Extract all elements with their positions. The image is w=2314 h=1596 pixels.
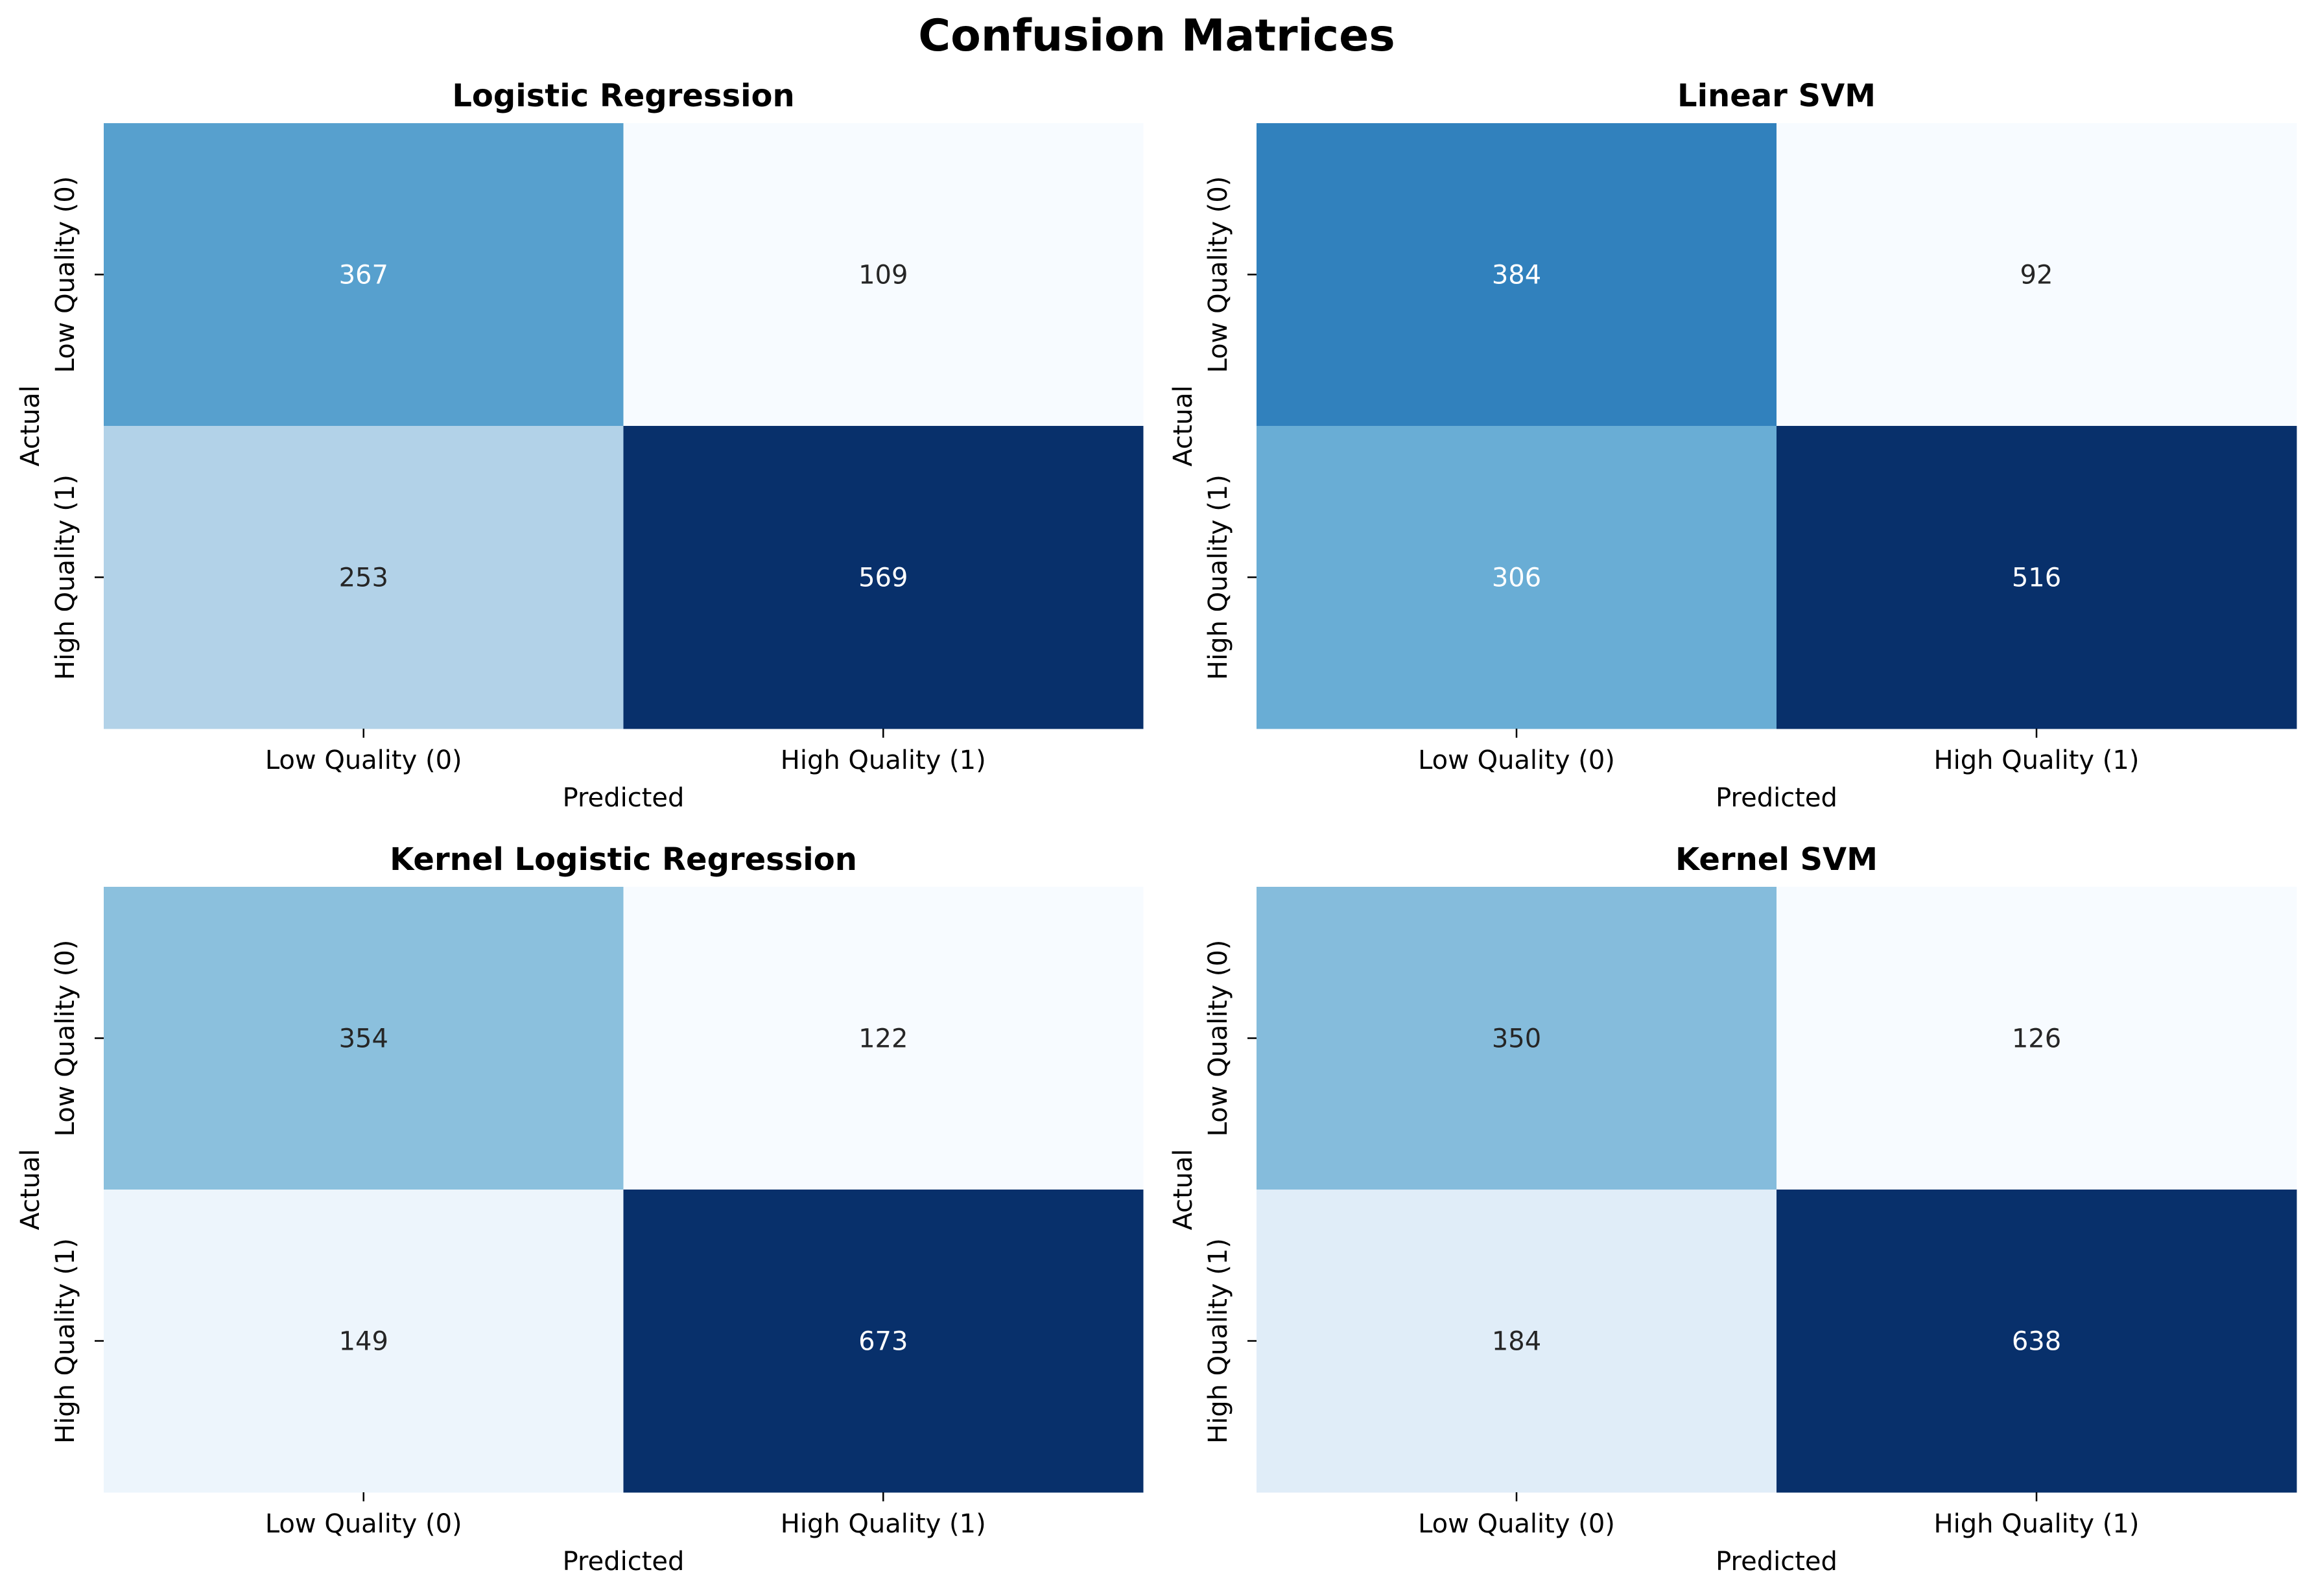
heatmap-panel-kernel-logistic-regression: Kernel Logistic Regression 354 122 149 673 Lo… — [16, 841, 1144, 1577]
x-axis-label: Predicted — [563, 783, 685, 813]
cell-value-label: 384 — [1492, 261, 1541, 290]
heatmap-cell — [1777, 426, 2297, 729]
cell-value-label: 109 — [858, 261, 908, 290]
figure-title: Confusion Matrices — [918, 10, 1395, 62]
x-tick-label: High Quality (1) — [781, 745, 986, 775]
x-tick-label: Low Quality (0) — [265, 745, 462, 775]
heatmap-panel-kernel-svm: Kernel SVM 350 126 184 638 Low Quality (0) Hig… — [1168, 841, 2297, 1577]
x-tick-label: Low Quality (0) — [1418, 745, 1615, 775]
cell-value-label: 126 — [2012, 1024, 2061, 1054]
y-axis-label: Actual — [16, 385, 45, 466]
heatmap-cell — [104, 426, 624, 729]
heatmap-cell — [104, 887, 624, 1190]
heatmap-panel-logistic-regression: Logistic Regression 367 109 253 569 Low Quali… — [16, 78, 1144, 813]
cell-value-label: 92 — [2020, 261, 2053, 290]
cell-value-label: 253 — [339, 563, 388, 593]
y-tick-label: Low Quality (0) — [1203, 176, 1233, 373]
x-tick-label: Low Quality (0) — [1418, 1509, 1615, 1539]
cell-value-label: 350 — [1492, 1024, 1541, 1054]
y-tick-label: Low Quality (0) — [51, 176, 80, 373]
heatmap-cell — [1777, 123, 2297, 427]
heatmap-cell — [1257, 1190, 1777, 1493]
cell-value-label: 638 — [2012, 1327, 2061, 1357]
heatmap-cell — [1777, 1190, 2297, 1493]
cell-value-label: 673 — [858, 1327, 908, 1357]
panel-title: Logistic Regression — [452, 78, 794, 114]
y-tick-label: High Quality (1) — [1203, 475, 1233, 680]
y-axis-label: Actual — [16, 1149, 45, 1230]
heatmap-cell — [1257, 123, 1777, 427]
heatmap-cell — [623, 123, 1144, 427]
x-axis-label: Predicted — [563, 1547, 685, 1577]
cell-value-label: 569 — [858, 563, 908, 593]
heatmap-cell — [623, 887, 1144, 1190]
y-tick-label: High Quality (1) — [1203, 1238, 1233, 1444]
panel-title: Kernel Logistic Regression — [390, 841, 857, 878]
heatmap-cell — [104, 123, 624, 427]
y-tick-label: High Quality (1) — [51, 1238, 80, 1444]
y-tick-label: Low Quality (0) — [1203, 940, 1233, 1137]
heatmap-cell — [623, 1190, 1144, 1493]
heatmap-cell — [104, 1190, 624, 1493]
x-axis-label: Predicted — [1716, 1547, 1837, 1577]
x-tick-label: High Quality (1) — [1934, 1509, 2140, 1539]
heatmap-panels: Logistic Regression 367 109 253 569 Low Quali… — [16, 78, 2297, 1577]
heatmap-cell — [623, 426, 1144, 729]
heatmap-panel-linear-svm: Linear SVM 384 92 306 516 Low Quality (0) High… — [1168, 78, 2297, 813]
cell-value-label: 149 — [339, 1327, 388, 1357]
y-tick-label: Low Quality (0) — [51, 940, 80, 1137]
y-axis-label: Actual — [1168, 1149, 1198, 1230]
panel-title: Kernel SVM — [1675, 841, 1878, 878]
cell-value-label: 184 — [1492, 1327, 1541, 1357]
cell-value-label: 122 — [858, 1024, 908, 1054]
cell-value-label: 306 — [1492, 563, 1541, 593]
heatmap-cell — [1257, 887, 1777, 1190]
cell-value-label: 367 — [339, 261, 388, 290]
x-tick-label: Low Quality (0) — [265, 1509, 462, 1539]
x-tick-label: High Quality (1) — [781, 1509, 986, 1539]
y-axis-label: Actual — [1168, 385, 1198, 466]
cell-value-label: 354 — [339, 1024, 388, 1054]
x-tick-label: High Quality (1) — [1934, 745, 2140, 775]
heatmap-cell — [1777, 887, 2297, 1190]
cell-value-label: 516 — [2012, 563, 2061, 593]
y-tick-label: High Quality (1) — [51, 475, 80, 680]
heatmap-cell — [1257, 426, 1777, 729]
x-axis-label: Predicted — [1716, 783, 1837, 813]
panel-title: Linear SVM — [1677, 78, 1876, 114]
